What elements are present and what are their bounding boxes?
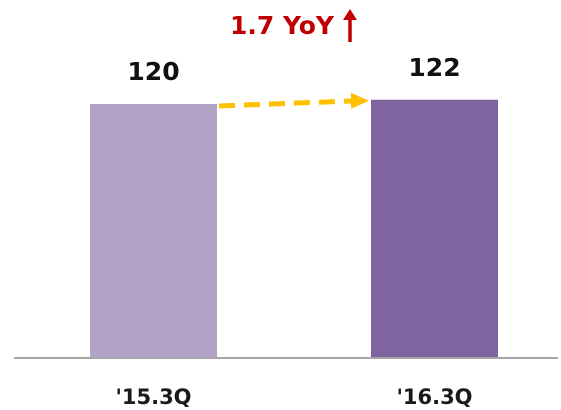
data-label: 122 bbox=[408, 53, 460, 82]
up-arrow-icon bbox=[343, 9, 357, 42]
yoy-annotation-text: 1.7 YoY bbox=[230, 11, 335, 40]
x-tick-label: '16.3Q bbox=[396, 385, 472, 409]
trend-arrow bbox=[218, 92, 369, 109]
data-label: 120 bbox=[127, 57, 179, 86]
bar bbox=[90, 104, 217, 358]
yoy-annotation: 1.7 YoY bbox=[230, 11, 335, 40]
bar bbox=[371, 99, 498, 359]
trend-arrow-line bbox=[218, 98, 358, 109]
bars-layer bbox=[90, 99, 498, 359]
trend-arrow-head-icon bbox=[351, 92, 369, 109]
x-tick-label: '15.3Q bbox=[115, 385, 191, 409]
x-tick-labels: '15.3Q '16.3Q bbox=[115, 385, 472, 409]
data-labels-layer: 120 122 bbox=[127, 53, 460, 86]
